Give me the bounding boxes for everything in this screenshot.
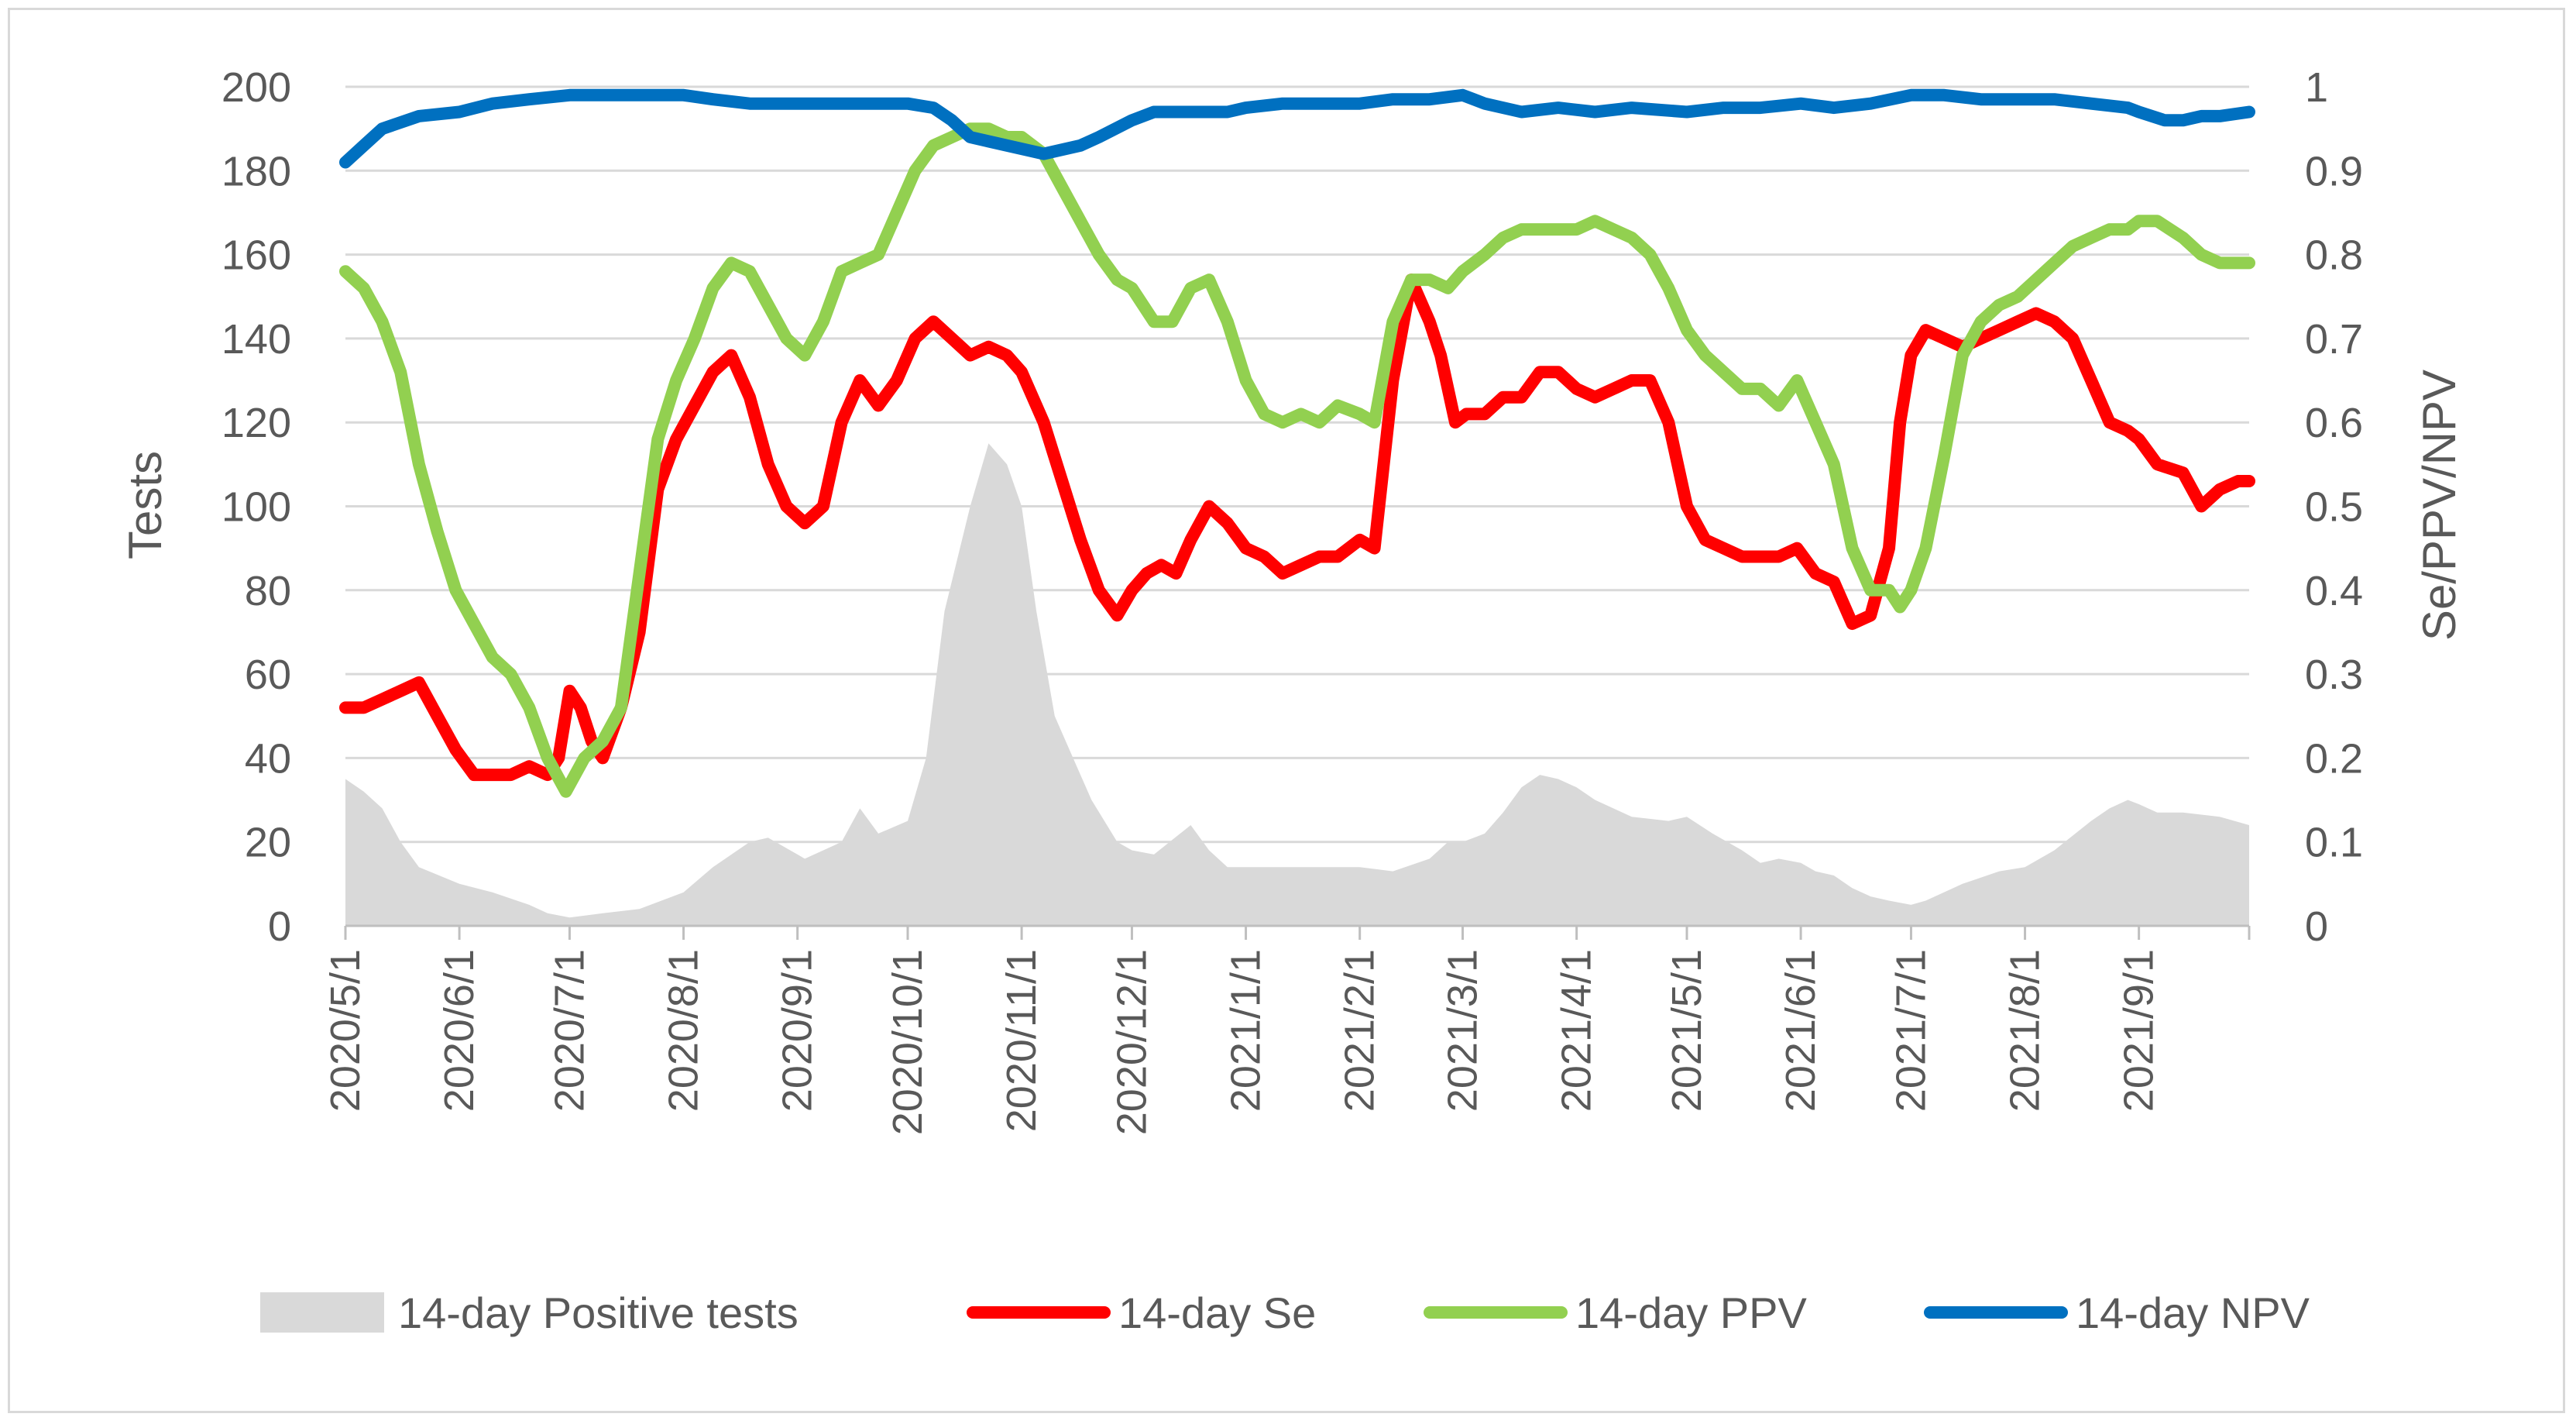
y-left-tick-label: 100 <box>222 484 291 531</box>
14-day-se-line <box>339 273 2255 782</box>
x-tick-label: 2021/1/1 <box>1223 949 1269 1112</box>
y-right-tick-label: 0.2 <box>2305 735 2363 782</box>
14-day-npv-line <box>339 88 2255 169</box>
legend-swatch-14-day-positive-tests <box>260 1292 384 1333</box>
y-left-tick-label: 180 <box>222 148 291 194</box>
legend-label-14-day-ppv: 14-day PPV <box>1575 1288 1807 1337</box>
x-tick-label: 2021/9/1 <box>2116 949 2162 1112</box>
positive-tests-area-layer <box>345 443 2249 926</box>
y-right-tick-label: 0.6 <box>2305 400 2363 446</box>
y-left-tick-label: 200 <box>222 64 291 111</box>
legend-label-14-day-npv: 14-day NPV <box>2076 1288 2310 1337</box>
y-right-tick-label: 0 <box>2305 903 2328 950</box>
right-axis-title: Se/PPV/NPV <box>2413 370 2465 641</box>
series-lines-layer <box>339 88 2255 798</box>
y-right-tick-label: 0.7 <box>2305 316 2363 363</box>
x-tick-label: 2021/3/1 <box>1440 949 1486 1112</box>
x-tick-label: 2020/11/1 <box>998 949 1045 1132</box>
x-tick-label: 2021/4/1 <box>1554 949 1600 1112</box>
x-tick-label: 2020/7/1 <box>546 949 592 1112</box>
legend-label-14-day-positive-tests: 14-day Positive tests <box>398 1288 799 1337</box>
y-right-tick-label: 0.3 <box>2305 652 2363 698</box>
x-tick-label: 2021/7/1 <box>1887 949 1934 1112</box>
y-left-tick-label: 160 <box>222 232 291 279</box>
y-left-tick-label: 80 <box>245 568 291 614</box>
y-left-tick-label: 0 <box>268 903 291 950</box>
legend-label-14-day-se: 14-day Se <box>1118 1288 1316 1337</box>
x-tick-label: 2020/9/1 <box>775 949 821 1112</box>
x-tick-label: 2020/5/1 <box>322 949 369 1112</box>
x-tick-label: 2021/6/1 <box>1777 949 1824 1112</box>
legend: 14-day Positive tests 14-day Se 14-day PPV… <box>260 1288 2310 1337</box>
y-right-tick-label: 0.9 <box>2305 148 2363 194</box>
y-left-tick-label: 140 <box>222 316 291 363</box>
gridlines <box>345 85 2249 844</box>
14-day-ppv-line <box>339 122 2255 798</box>
x-tick-label: 2020/8/1 <box>661 949 707 1112</box>
x-tick-label: 2020/12/1 <box>1108 949 1155 1135</box>
x-tick-label: 2020/10/1 <box>884 949 931 1135</box>
y-right-tick-label: 0.8 <box>2305 232 2363 279</box>
x-tick-label: 2020/6/1 <box>436 949 483 1112</box>
y-left-tick-label: 60 <box>245 652 291 698</box>
y-left-tick-label: 20 <box>245 820 291 866</box>
y-right-tick-label: 0.1 <box>2305 820 2363 866</box>
x-tick-label: 2021/5/1 <box>1664 949 1710 1112</box>
y-right-tick-label: 0.5 <box>2305 484 2363 531</box>
x-tick-label: 2021/8/1 <box>2002 949 2049 1112</box>
y-right-tick-label: 1 <box>2305 64 2328 111</box>
y-left-tick-label: 40 <box>245 735 291 782</box>
axes-layer: 2020/5/1 2020/6/1 2020/7/1 2020/8/1 2020/9/1… <box>222 64 2363 1135</box>
left-axis-title: Tests <box>119 451 171 559</box>
x-tick-label: 2021/2/1 <box>1337 949 1383 1112</box>
14-day-positive-tests-area <box>345 443 2249 926</box>
y-left-tick-label: 120 <box>222 400 291 446</box>
y-right-tick-label: 0.4 <box>2305 568 2363 614</box>
